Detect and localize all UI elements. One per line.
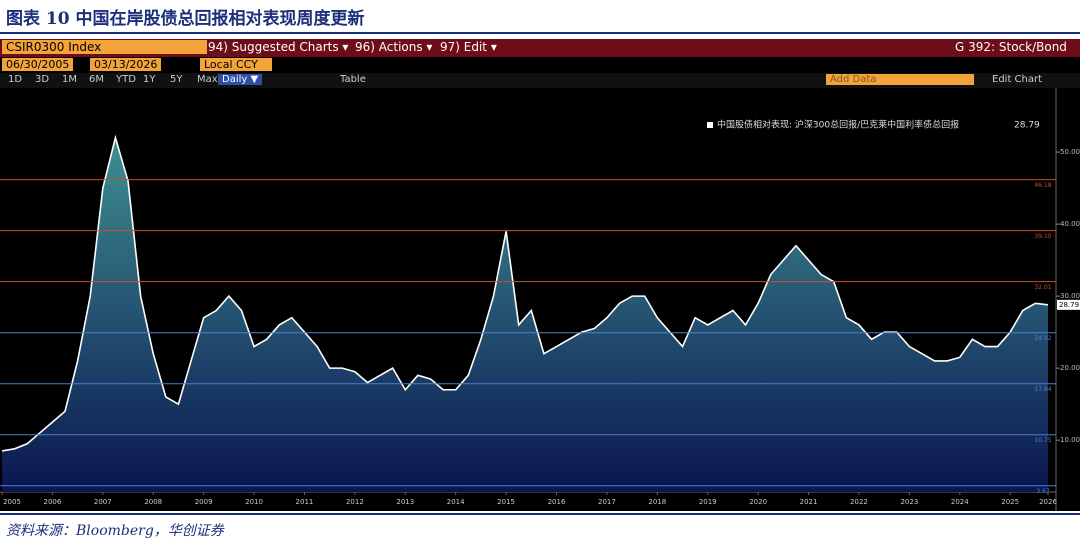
x-tick-label: 2022 — [850, 498, 868, 506]
legend-value: 28.79 — [1014, 121, 1040, 131]
last-value: 28.79 — [1059, 301, 1079, 309]
x-tick-label: 2026 — [1039, 498, 1057, 506]
x-tick-label: 2025 — [1001, 498, 1019, 506]
edit-chart[interactable]: Edit Chart — [992, 74, 1043, 85]
x-tick-label: 2012 — [346, 498, 364, 506]
rule — [0, 513, 1080, 515]
chart: 10.00 20.00 30.00 40.00 50.00 46.18 39.10 32.01… — [0, 88, 1080, 511]
x-tick-label: 2013 — [396, 498, 414, 506]
last-value-box — [1057, 299, 1080, 310]
reference-label: 17.84 — [1034, 386, 1051, 393]
x-tick-label: 2011 — [296, 498, 314, 506]
x-tick-label: 2019 — [699, 498, 717, 506]
x-tick-label: 2005 — [3, 498, 21, 506]
end-date[interactable]: 03/13/2026 — [90, 58, 162, 71]
menu[interactable]: 94) Suggested Charts ▾ — [208, 40, 349, 54]
period-button[interactable]: 3D — [35, 74, 50, 85]
period-button[interactable]: YTD — [116, 74, 136, 85]
x-tick-label: 2007 — [94, 498, 112, 506]
title: 图表 10 中国在岸股债总回报相对表现周度更新 — [6, 9, 365, 29]
x-tick-label: 2018 — [648, 498, 666, 506]
source: 资料来源：Bloomberg，华创证券 — [6, 523, 224, 539]
reference-label: 10.75 — [1034, 437, 1051, 444]
reference-label: 32.01 — [1034, 284, 1051, 291]
x-tick-label: 2017 — [598, 498, 616, 506]
date-bar: 06/30/2005 03/13/2026 Local CCY — [0, 57, 1080, 73]
x-tick-label: 2006 — [43, 498, 61, 506]
x-tick-label: 2010 — [245, 498, 263, 506]
period-button[interactable]: Max — [197, 74, 218, 85]
ticker-input[interactable]: CSIR0300 Index — [2, 40, 207, 54]
legend-swatch — [707, 122, 713, 128]
x-tick-label: 2020 — [749, 498, 767, 506]
legend-label: 中国股债相对表现: 沪深300总回报/巴克莱中国利率债总回报 — [717, 119, 959, 131]
x-tick-label: 2023 — [900, 498, 918, 506]
period-button[interactable]: 1D — [8, 74, 23, 85]
chart-name: G 392: Stock/Bond — [955, 40, 1067, 54]
period-button[interactable]: 6M — [89, 74, 104, 85]
period-button[interactable]: 1Y — [143, 74, 156, 85]
menu[interactable]: 96) Actions ▾ — [355, 40, 433, 54]
x-tick-label: 2009 — [195, 498, 213, 506]
table-button[interactable]: Table — [340, 74, 366, 85]
start-date[interactable]: 06/30/2005 — [2, 58, 74, 71]
rule — [0, 32, 1080, 34]
x-tick-label: 2021 — [800, 498, 818, 506]
y-tick-label: 20.00 — [1060, 364, 1080, 372]
reference-label: 46.18 — [1034, 182, 1051, 189]
x-tick-label: 2008 — [144, 498, 162, 506]
x-tick-label: 2024 — [951, 498, 969, 506]
period-button[interactable]: 1M — [62, 74, 77, 85]
currency[interactable]: Local CCY — [200, 58, 272, 71]
reference-label: 3.67 — [1036, 488, 1050, 495]
menu[interactable]: 97) Edit ▾ — [440, 40, 497, 54]
x-tick-label: 2014 — [447, 498, 465, 506]
period-button[interactable]: 5Y — [170, 74, 183, 85]
x-tick-label: 2015 — [497, 498, 515, 506]
menu-bar: CSIR0300 Index 94) Suggested Charts ▾ 96… — [0, 39, 1080, 57]
line — [1, 134, 1049, 452]
y-tick-label: 30.00 — [1060, 292, 1080, 300]
y-tick-label: 10.00 — [1060, 436, 1080, 444]
add-data[interactable]: Add Data — [826, 74, 974, 85]
x-tick-label: 2016 — [548, 498, 566, 506]
reference-label: 24.92 — [1034, 335, 1051, 342]
period-bar: Daily ▼ Table Add Data Edit Chart 1D 3D 1M… — [0, 73, 1080, 88]
area — [2, 137, 1048, 493]
y-tick-label: 40.00 — [1060, 220, 1080, 228]
y-tick-label: 50.00 — [1060, 148, 1080, 156]
frequency[interactable]: Daily ▼ — [218, 74, 263, 85]
reference-label: 39.10 — [1034, 233, 1051, 240]
